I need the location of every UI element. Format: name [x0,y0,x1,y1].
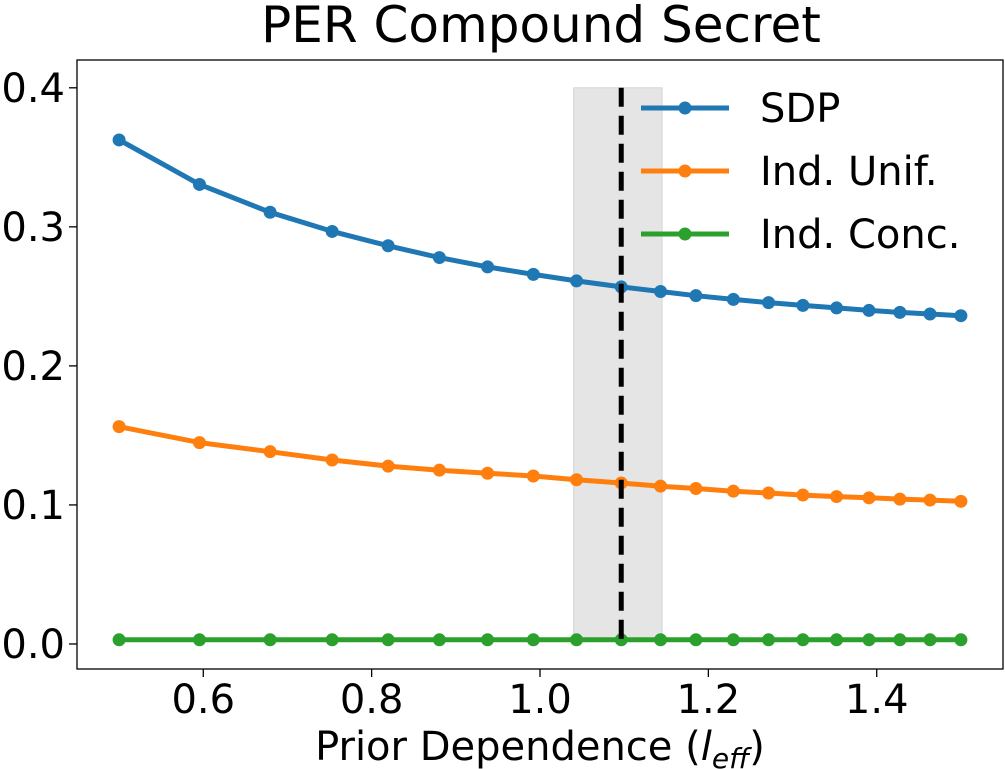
data-point [325,453,339,467]
series-0 [112,133,968,323]
x-tick-label: 1.2 [677,677,741,723]
data-point [862,633,876,647]
data-point [325,633,339,647]
data-point [893,492,907,506]
y-axis-ticks: 0.0 0.1 0.2 0.3 0.4 [1,66,77,668]
data-point [481,633,495,647]
data-point [762,296,776,310]
data-point [923,493,937,507]
x-tick-label: 0.6 [171,677,235,723]
data-point [263,633,277,647]
data-point [689,482,703,496]
data-point [614,633,628,647]
data-point [432,463,446,477]
legend-item-0: SDP [641,86,840,132]
data-point [526,267,540,281]
data-point [570,473,584,487]
data-point [726,292,740,306]
legend-item-1: Ind. Unif. [641,149,938,195]
data-point [830,490,844,504]
x-axis-label-close: ) [749,724,765,769]
data-point [481,466,495,480]
data-point [526,633,540,647]
x-tick-label: 0.8 [340,677,404,723]
data-point [923,307,937,321]
legend-swatch-marker [678,227,692,241]
legend-swatch-marker [678,164,692,178]
data-point [112,420,126,434]
x-tick-label: 1.4 [845,677,909,723]
series-2 [112,633,968,647]
data-point [726,633,740,647]
data-point [381,633,395,647]
y-tick-label: 0.3 [1,205,65,251]
data-point [954,494,968,508]
legend-label: Ind. Conc. [760,212,960,258]
data-point [263,205,277,219]
chart-title: PER Compound Secret [261,0,821,54]
data-point [689,289,703,303]
data-point [862,303,876,317]
data-point [923,633,937,647]
series-1 [112,420,968,508]
data-point [689,633,703,647]
data-point [481,260,495,274]
data-point [192,177,206,191]
y-tick-label: 0.2 [1,344,65,390]
data-point [112,133,126,147]
data-point [796,488,810,502]
legend-label: SDP [760,86,840,132]
data-point [432,251,446,265]
data-point [526,469,540,483]
data-point [654,479,668,493]
data-point [432,633,446,647]
data-point [570,274,584,288]
data-point [762,633,776,647]
data-point [893,633,907,647]
series-layer [112,133,968,647]
data-point [830,633,844,647]
data-point [954,309,968,323]
x-tick-label: 1.0 [508,677,572,723]
data-point [263,445,277,459]
data-point [862,491,876,505]
data-point [192,436,206,450]
data-point [654,633,668,647]
x-axis-label-main: Prior Dependence ( [315,724,701,769]
y-tick-label: 0.1 [1,483,65,529]
data-point [381,239,395,253]
y-tick-label: 0.4 [1,66,65,112]
data-point [893,305,907,319]
data-point [325,224,339,238]
x-axis-ticks: 0.6 0.8 1.0 1.2 1.4 [171,669,909,723]
data-point [726,484,740,498]
x-axis-label: Prior Dependence (leff) [315,724,765,769]
data-point [954,633,968,647]
shaded-band-layer [573,87,663,640]
shaded-band [573,87,663,640]
data-point [796,633,810,647]
x-axis-label-subscript: eff [712,742,752,769]
data-point [830,301,844,315]
legend-item-2: Ind. Conc. [641,212,960,258]
data-point [654,285,668,299]
data-point [112,633,126,647]
x-axis-label-symbol: l [701,724,712,769]
data-point [381,459,395,473]
data-point [796,298,810,312]
data-point [192,633,206,647]
legend: SDP Ind. Unif. Ind. Conc. [641,86,960,258]
legend-label: Ind. Unif. [760,149,938,195]
y-tick-label: 0.0 [1,622,65,668]
legend-swatch-marker [678,101,692,115]
data-point [570,633,584,647]
data-point [762,486,776,500]
